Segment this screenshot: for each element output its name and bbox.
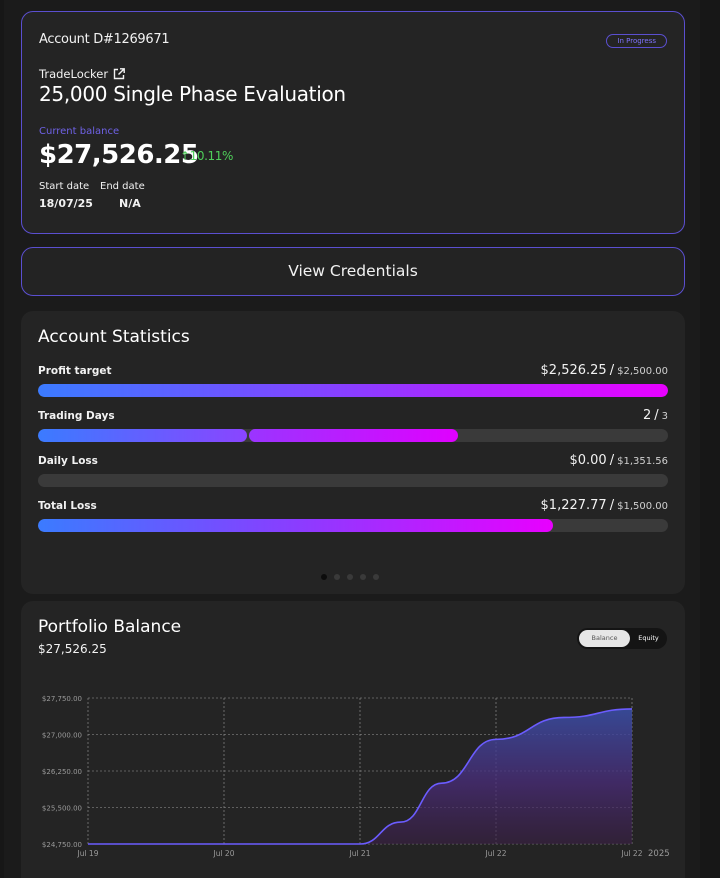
external-link-icon[interactable]	[112, 67, 126, 81]
balance-equity-toggle[interactable]: Balance Equity	[577, 628, 667, 649]
start-date-label: Start date	[39, 181, 90, 192]
x-tick-label: Jul 22	[485, 849, 507, 858]
progress-fill	[38, 384, 668, 397]
pagination-dot[interactable]	[321, 574, 327, 580]
chart-area	[88, 708, 632, 844]
stat-value: $0.00	[569, 453, 607, 468]
y-tick-label: $26,250.00	[42, 768, 82, 776]
account-card: Account D#1269671 In Progress TradeLocke…	[21, 11, 685, 234]
balance-value: $27,526.25	[39, 140, 199, 170]
portfolio-balance-card: Portfolio Balance $27,526.25 Balance Equ…	[21, 601, 685, 878]
x-tick-label: Jul 20	[213, 849, 235, 858]
portfolio-balance: $27,526.25	[38, 642, 107, 656]
view-credentials-button[interactable]: View Credentials	[21, 247, 685, 296]
status-badge: In Progress	[606, 34, 667, 48]
progress-segment-day-1	[38, 429, 247, 442]
platform-label: TradeLocker	[39, 67, 109, 81]
end-date-label: End date	[100, 181, 145, 192]
stat-values: $2,526.25/$2,500.00	[541, 363, 668, 378]
stat-value: $2,526.25	[540, 363, 607, 378]
balance-label: Current balance	[39, 126, 120, 137]
account-statistics-card: Account Statistics Profit target $2,526.…	[21, 311, 685, 594]
stat-label: Profit target	[38, 365, 112, 377]
chart-line	[88, 708, 633, 845]
progress-track	[38, 519, 668, 532]
stat-values: 2/3	[643, 408, 668, 423]
progress-track	[38, 474, 668, 487]
progress-segment-day-2	[249, 429, 458, 442]
plan-title: 25,000 Single Phase Evaluation	[39, 82, 346, 106]
progress-fill	[38, 519, 554, 532]
stat-separator: /	[609, 363, 615, 378]
stat-values: $1,227.77/$1,500.00	[541, 498, 668, 513]
progress-track	[38, 429, 668, 442]
y-tick-label: $24,750.00	[42, 841, 82, 849]
toggle-equity[interactable]: Equity	[638, 634, 659, 642]
x-tick-label: Jul 19	[77, 849, 99, 858]
stat-value: 2	[642, 408, 652, 423]
stat-separator: /	[654, 408, 659, 423]
x-tick-label: Jul 21	[349, 849, 371, 858]
account-id: Account D#1269671	[39, 32, 170, 47]
stat-values: $0.00/$1,351.56	[569, 453, 668, 468]
stats-title: Account Statistics	[38, 327, 190, 347]
toggle-balance[interactable]: Balance	[579, 630, 630, 647]
x-year-label: 2025	[648, 849, 670, 859]
y-tick-label: $27,750.00	[42, 695, 82, 703]
y-tick-label: $27,000.00	[42, 732, 82, 740]
balance-change: ↑10.11%	[180, 149, 234, 163]
stat-max: $1,351.56	[617, 456, 668, 467]
stat-max: 3	[661, 411, 668, 422]
pagination-dot[interactable]	[347, 574, 353, 580]
portfolio-chart: Jul 19 Jul 20 Jul 21 Jul 22 Jul 22 2025 $27,75…	[42, 695, 670, 859]
scrollbar-track[interactable]	[700, 0, 720, 878]
y-tick-label: $25,500.00	[42, 805, 82, 813]
end-date-value: N/A	[119, 197, 141, 210]
pagination-dot[interactable]	[373, 574, 379, 580]
stat-separator: /	[609, 498, 615, 513]
stat-separator: /	[609, 453, 615, 468]
stat-max: $1,500.00	[617, 501, 668, 512]
left-rail	[0, 0, 4, 878]
stat-label: Total Loss	[38, 500, 97, 512]
stat-max: $2,500.00	[617, 366, 668, 377]
platform-link[interactable]: TradeLocker	[39, 67, 126, 81]
portfolio-title: Portfolio Balance	[38, 617, 182, 637]
x-tick-label: Jul 22	[621, 849, 643, 858]
progress-track	[38, 384, 668, 397]
stat-label: Trading Days	[38, 410, 115, 422]
pagination-dot[interactable]	[360, 574, 366, 580]
pagination-dots	[321, 574, 379, 580]
stat-value: $1,227.77	[540, 498, 607, 513]
pagination-dot[interactable]	[334, 574, 340, 580]
start-date-value: 18/07/25	[39, 197, 93, 210]
stat-label: Daily Loss	[38, 455, 98, 467]
